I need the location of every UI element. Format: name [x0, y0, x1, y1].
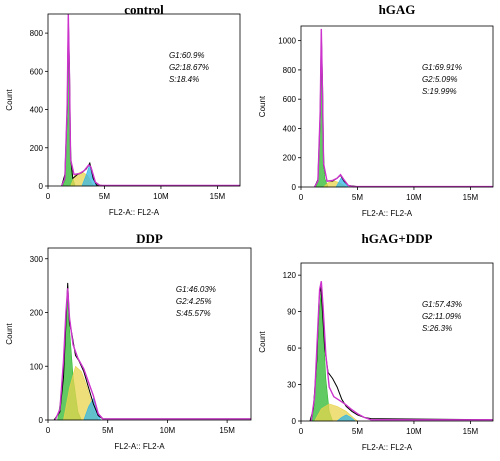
y-tick-label: 0 [292, 183, 297, 192]
series-histogram-line [309, 284, 494, 422]
phase-percentage-annotation: G1:60.9% [169, 51, 205, 60]
phase-percentage-annotation: G2:18.67% [169, 63, 209, 72]
phase-percentage-annotation: G2:4.25% [176, 297, 212, 306]
x-tick-label: 10M [406, 427, 422, 436]
y-tick-label: 200 [30, 144, 44, 153]
phase-percentage-annotation: G2:5.09% [422, 75, 458, 84]
series-histogram-line [61, 17, 240, 187]
x-tick-label: 0 [299, 193, 304, 202]
y-tick-label: 1000 [278, 37, 296, 46]
x-axis-label: FL2-A:: FL2-A [109, 208, 160, 217]
x-tick-label: 0 [299, 427, 304, 436]
plot-frame [300, 262, 494, 422]
x-tick-label: 15M [219, 426, 235, 435]
y-tick-label: 0 [39, 416, 44, 425]
y-tick-label: 100 [30, 362, 44, 371]
x-axis-label: FL2-A:: FL2-A [362, 209, 413, 218]
panel-title: DDP [136, 231, 163, 246]
y-axis-label: Count [5, 323, 14, 345]
panel-title: control [124, 2, 164, 17]
panel-title: hGAG+DDP [362, 231, 433, 246]
y-tick-label: 120 [283, 271, 297, 280]
x-tick-label: 5M [99, 192, 110, 201]
y-tick-label: 30 [287, 381, 296, 390]
x-tick-label: 10M [160, 426, 176, 435]
panel-title: hGAG [379, 2, 416, 17]
series-histogram-line [53, 282, 251, 421]
x-tick-label: 0 [46, 426, 51, 435]
y-tick-label: 600 [283, 95, 297, 104]
y-tick-label: 200 [283, 154, 297, 163]
phase-percentage-annotation: G1:46.03% [176, 285, 216, 294]
y-tick-label: 0 [292, 417, 297, 426]
phase-percentage-annotation: G1:69.91% [422, 63, 462, 72]
y-tick-label: 300 [30, 255, 44, 264]
x-tick-label: 15M [463, 427, 479, 436]
x-tick-label: 15M [210, 192, 226, 201]
series-fit-line [60, 13, 240, 187]
y-tick-label: 0 [39, 182, 44, 191]
series-fit-line [310, 281, 493, 422]
y-tick-label: 800 [30, 29, 44, 38]
series-fit-line [313, 28, 493, 188]
y-tick-label: 200 [30, 309, 44, 318]
y-axis-label: Count [258, 331, 267, 353]
plot-frame [47, 247, 252, 421]
plot-frame [300, 25, 494, 188]
series-fit-line [54, 288, 251, 421]
y-tick-label: 800 [283, 66, 297, 75]
phase-percentage-annotation: S:45.57% [176, 309, 211, 318]
plot-frame [47, 13, 241, 187]
phase-percentage-annotation: S:26.3% [422, 324, 452, 333]
x-tick-label: 10M [153, 192, 169, 201]
y-tick-label: 90 [287, 308, 296, 317]
phase-percentage-annotation: G2:11.09% [422, 312, 461, 321]
y-tick-label: 60 [287, 344, 296, 353]
x-tick-label: 0 [46, 192, 51, 201]
y-axis-label: Count [258, 95, 267, 117]
x-tick-label: 10M [406, 193, 422, 202]
x-tick-label: 5M [102, 426, 113, 435]
phase-percentage-annotation: S:19.99% [422, 87, 457, 96]
x-tick-label: 5M [352, 193, 363, 202]
y-tick-label: 400 [30, 106, 44, 115]
x-axis-label: FL2-A:: FL2-A [362, 443, 413, 452]
y-tick-label: 400 [283, 124, 297, 133]
x-tick-label: 15M [463, 193, 479, 202]
x-tick-label: 5M [352, 427, 363, 436]
phase-percentage-annotation: S:18.4% [169, 75, 199, 84]
x-axis-label: FL2-A:: FL2-A [114, 442, 165, 451]
series-histogram-line [314, 33, 493, 188]
y-tick-label: 600 [30, 67, 44, 76]
phase-percentage-annotation: G1:57.43% [422, 300, 462, 309]
y-axis-label: Count [5, 89, 14, 111]
